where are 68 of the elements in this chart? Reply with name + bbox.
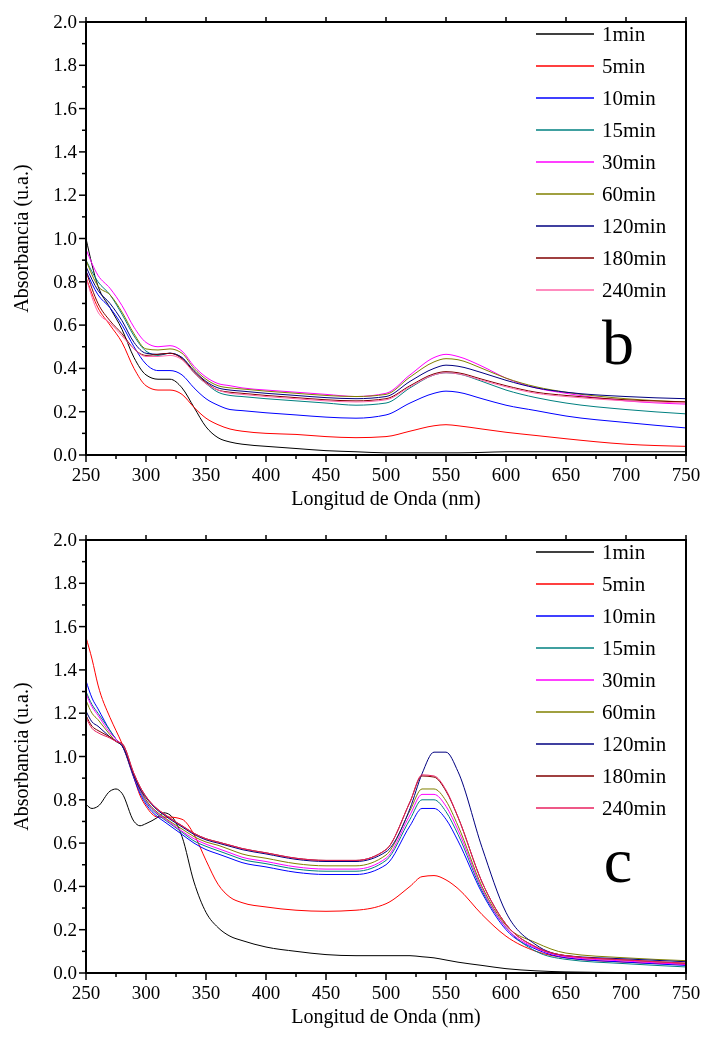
annotation: c (603, 825, 633, 896)
x-tick-label: 400 (251, 464, 281, 485)
annotation: b (602, 307, 634, 378)
x-tick-label: 350 (191, 464, 221, 485)
x-tick-label: 700 (611, 982, 641, 1003)
y-tick-label: 2.0 (53, 529, 77, 550)
legend-label: 120min (602, 214, 667, 238)
legend-label: 5min (602, 54, 646, 78)
y-axis-title: Absorbancia (u.a.) (10, 682, 33, 831)
x-axis-title: Longitud de Onda (nm) (291, 1005, 481, 1028)
y-tick-label: 0.0 (53, 962, 77, 983)
x-tick-label: 500 (371, 982, 401, 1003)
legend-label: 1min (602, 540, 646, 564)
legend-label: 30min (602, 150, 657, 174)
y-tick-label: 0.0 (53, 444, 77, 465)
legend-label: 240min (602, 796, 667, 820)
x-tick-label: 450 (311, 464, 341, 485)
y-tick-label: 1.8 (53, 54, 77, 76)
y-axis-title: Absorbancia (u.a.) (10, 164, 33, 313)
x-tick-label: 500 (371, 464, 401, 485)
y-tick-label: 1.8 (53, 572, 77, 594)
legend-label: 60min (602, 182, 657, 206)
legend-label: 15min (602, 636, 657, 660)
y-tick-label: 0.8 (53, 788, 77, 810)
x-tick-label: 400 (251, 982, 281, 1003)
x-tick-label: 650 (551, 464, 581, 485)
legend-label: 1min (602, 22, 646, 46)
x-tick-label: 250 (71, 982, 101, 1003)
y-tick-label: 1.4 (53, 140, 78, 162)
legend-label: 240min (602, 278, 667, 302)
y-tick-label: 0.2 (53, 918, 77, 940)
y-tick-label: 0.4 (53, 357, 78, 379)
legend-label: 5min (602, 572, 646, 596)
y-tick-label: 1.0 (53, 745, 77, 767)
x-axis-title: Longitud de Onda (nm) (291, 487, 481, 510)
x-tick-label: 600 (491, 982, 521, 1003)
y-tick-label: 0.6 (53, 832, 77, 854)
y-tick-label: 0.8 (53, 270, 77, 292)
x-tick-label: 550 (431, 464, 461, 485)
x-tick-label: 300 (131, 982, 161, 1003)
y-tick-label: 1.0 (53, 227, 77, 249)
x-tick-label: 300 (131, 464, 161, 485)
legend-label: 120min (602, 732, 667, 756)
y-tick-label: 1.6 (53, 615, 77, 637)
legend-label: 180min (602, 246, 667, 270)
legend-label: 30min (602, 668, 657, 692)
legend-label: 10min (602, 86, 657, 110)
legend-label: 10min (602, 604, 657, 628)
x-tick-label: 600 (491, 464, 521, 485)
y-tick-label: 1.2 (53, 184, 77, 206)
x-tick-label: 350 (191, 982, 221, 1003)
y-tick-label: 1.2 (53, 702, 77, 724)
y-tick-label: 1.4 (53, 658, 78, 680)
x-tick-label: 650 (551, 982, 581, 1003)
x-tick-label: 550 (431, 982, 461, 1003)
x-tick-label: 250 (71, 464, 101, 485)
legend-label: 60min (602, 700, 657, 724)
x-tick-label: 450 (311, 982, 341, 1003)
x-tick-label: 750 (671, 982, 701, 1003)
y-tick-label: 1.6 (53, 97, 77, 119)
y-tick-label: 2.0 (53, 11, 77, 32)
x-tick-label: 750 (671, 464, 701, 485)
legend-label: 180min (602, 764, 667, 788)
x-tick-label: 700 (611, 464, 641, 485)
y-tick-label: 0.6 (53, 314, 77, 336)
y-tick-label: 0.4 (53, 875, 78, 897)
legend-label: 15min (602, 118, 657, 142)
y-tick-label: 0.2 (53, 400, 77, 422)
